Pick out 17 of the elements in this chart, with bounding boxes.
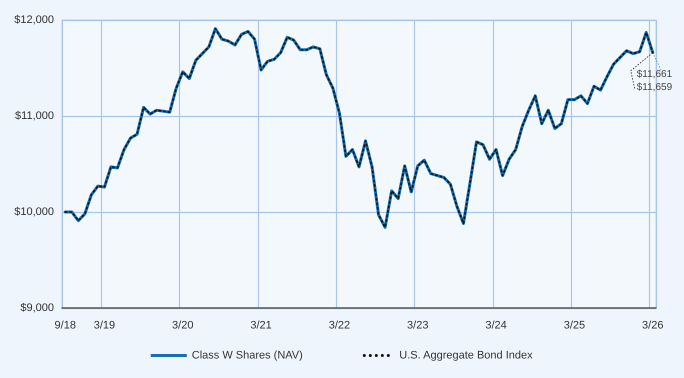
- y-tick-label: $12,000: [14, 14, 54, 26]
- y-tick-label: $10,000: [14, 206, 54, 218]
- x-tick-label: 3/23: [407, 320, 428, 332]
- y-tick-label: $11,000: [15, 110, 54, 122]
- x-tick-label: 3/19: [94, 320, 116, 332]
- legend-label: U.S. Aggregate Bond Index: [399, 350, 534, 362]
- x-tick-label: 3/22: [328, 320, 350, 332]
- annotation: $11,659: [636, 82, 673, 94]
- legend-label: Class W Shares (NAV): [192, 350, 303, 362]
- x-tick-label: 9/18: [54, 320, 76, 332]
- y-tick-label: $9,000: [20, 302, 54, 314]
- annotation: $11,661: [636, 69, 673, 80]
- x-tick-label: 3/20: [172, 320, 194, 332]
- x-tick-label: 3/25: [564, 320, 586, 332]
- x-tick-label: 3/21: [250, 320, 272, 332]
- x-tick-label: 3/24: [485, 320, 507, 332]
- x-tick-label: 3/26: [642, 320, 664, 332]
